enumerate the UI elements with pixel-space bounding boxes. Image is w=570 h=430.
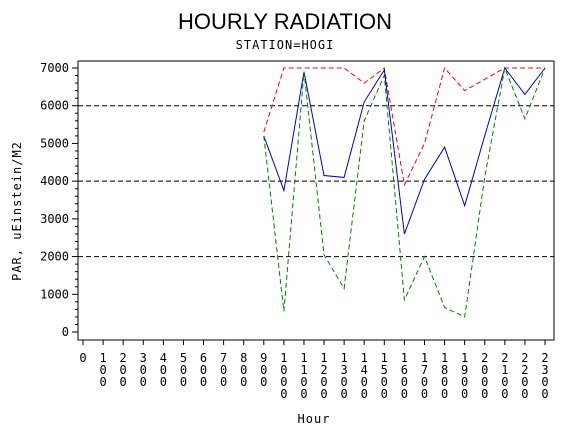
series-line-2 — [263, 66, 546, 235]
series-line-3 — [263, 66, 546, 318]
y-tick-label: 7000 — [40, 61, 69, 75]
x-axis-label: Hour — [298, 412, 331, 426]
y-tick-label: 1000 — [40, 287, 69, 301]
chart-title: HOURLY RADIATION — [178, 9, 392, 34]
x-tick-label: 0 — [79, 351, 86, 365]
y-tick-label: 4000 — [40, 174, 69, 188]
chart-subtitle: STATION=HOGI — [236, 38, 335, 52]
y-tick-label: 5000 — [40, 136, 69, 150]
y-tick-label: 6000 — [40, 99, 69, 113]
x-axis: 0 1 0 0 2 0 0 3 0 0 4 0 0 5 0 0 6 0 0 7 0 0 8 0 0 9 0 0 1 0 0 0 1 1 0 0 1 2 0 0… — [79, 340, 549, 401]
y-tick-label: 2000 — [40, 250, 69, 264]
y-axis-label: PAR, uEinstein/M2 — [10, 141, 24, 281]
series-line-1 — [263, 66, 545, 187]
y-tick-label: 3000 — [40, 212, 69, 226]
series-group — [263, 66, 546, 318]
reference-lines — [78, 105, 554, 258]
plot-frame — [77, 60, 555, 341]
y-tick-label: 0 — [62, 325, 69, 339]
y-axis: 0 1000 2000 3000 4000 5000 6000 7000 — [40, 61, 78, 339]
